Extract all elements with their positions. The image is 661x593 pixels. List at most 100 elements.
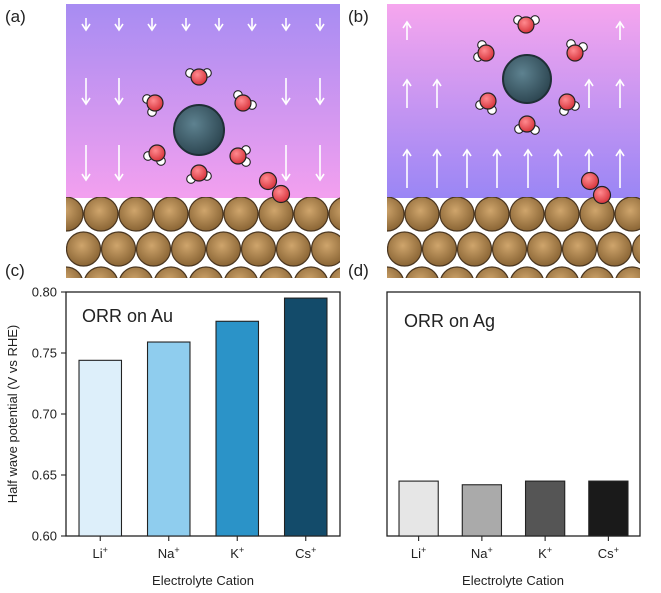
cation — [502, 54, 552, 104]
metal-surface-a — [66, 197, 340, 278]
plot-frame-d — [386, 291, 641, 537]
oxygen-molecule — [580, 171, 612, 205]
field-arrow — [181, 18, 191, 32]
field-arrow — [81, 78, 91, 106]
field-arrow — [114, 78, 124, 106]
chart-c: ORR on Au Half wave potential (V vs RHE)… — [5, 285, 341, 588]
x-tick-label: Cs+ — [295, 545, 316, 561]
bars-c — [78, 297, 328, 537]
surface-atom — [154, 266, 188, 278]
surface-atom — [615, 266, 640, 278]
bar-na — [461, 484, 503, 537]
surface-atom — [491, 231, 528, 267]
field-arrow — [247, 18, 257, 32]
field-arrow — [492, 148, 502, 188]
metal-surface-b — [387, 197, 661, 301]
surface-atom — [440, 266, 474, 278]
surface-atom — [223, 197, 259, 232]
surface-atom — [510, 266, 544, 278]
y-tick-label: 0.65 — [32, 468, 57, 483]
surface-atom — [66, 231, 102, 267]
panel-label-a: (a) — [5, 7, 26, 26]
surface-atom — [580, 266, 614, 278]
surface-atom — [421, 231, 458, 267]
surface-atom — [387, 197, 405, 232]
solvated-cation-a — [142, 68, 291, 204]
surface-atom — [631, 234, 640, 264]
field-arrows-b — [402, 20, 625, 188]
bar-cs — [283, 297, 328, 537]
surface-atom — [275, 231, 312, 267]
field-arrow — [315, 18, 325, 32]
surface-atom — [439, 197, 475, 232]
water-molecule — [514, 115, 540, 135]
bar-li — [398, 480, 439, 537]
water-molecule — [566, 39, 588, 62]
field-background-b — [387, 4, 640, 198]
surface-atom — [650, 197, 661, 231]
surface-atom — [526, 231, 563, 267]
surface-atom — [614, 197, 640, 232]
oxygen-molecule — [258, 171, 291, 204]
y-ticks-c: 0.60 0.65 0.70 0.75 0.80 — [32, 285, 66, 544]
water-molecule — [185, 68, 212, 86]
panel-label-b: (b) — [348, 7, 369, 26]
x-tick-label: K+ — [230, 545, 244, 561]
y-tick-label: 0.60 — [32, 529, 57, 544]
water-molecule — [475, 92, 497, 115]
x-tick-label: Na+ — [471, 545, 493, 561]
surface-atom — [387, 231, 423, 267]
bars-d — [398, 480, 629, 537]
field-arrow — [114, 145, 124, 182]
surface-atom — [474, 197, 510, 232]
x-tick-label: Li+ — [93, 545, 108, 561]
field-arrow — [315, 145, 325, 182]
water-molecule — [229, 145, 251, 167]
chart-title-d: ORR on Ag — [404, 311, 495, 331]
surface-atom — [579, 197, 615, 232]
field-arrow — [114, 18, 124, 32]
water-molecule — [142, 94, 164, 117]
field-arrow — [402, 78, 412, 108]
panel-label-c: (c) — [5, 261, 25, 280]
field-arrow — [315, 78, 325, 106]
x-axis-label-d: Electrolyte Cation — [462, 573, 564, 588]
field-arrows-a — [81, 18, 325, 182]
x-ticks-c: Li+ Na+ K+ Cs+ — [93, 536, 316, 561]
water-molecule — [558, 93, 580, 116]
field-arrow — [81, 18, 91, 32]
surface-atom — [509, 197, 545, 232]
surface-atom — [84, 266, 118, 278]
surface-atom — [456, 231, 493, 267]
bar-li — [78, 359, 123, 537]
x-tick-label: K+ — [538, 545, 552, 561]
surface-atom — [189, 266, 223, 278]
surface-atom — [188, 197, 224, 232]
water-molecule — [186, 164, 212, 184]
x-axis-label-c: Electrolyte Cation — [152, 573, 254, 588]
field-arrow — [615, 148, 625, 188]
bar-k — [215, 320, 260, 537]
surface-atom — [405, 266, 439, 278]
surface-atom — [66, 197, 84, 232]
surface-atom — [561, 231, 598, 267]
surface-atom — [259, 266, 293, 278]
chart-d: ORR on Ag Electrolyte Cation Li+ Na+ K+ Cs+ — [386, 291, 641, 588]
surface-atom — [387, 266, 404, 278]
field-arrow — [147, 18, 157, 32]
field-arrow — [402, 148, 412, 188]
y-tick-label: 0.80 — [32, 285, 57, 300]
surface-atom — [650, 267, 661, 301]
field-arrow — [214, 18, 224, 32]
surface-atom — [475, 266, 509, 278]
surface-atom — [545, 266, 579, 278]
surface-atom — [66, 266, 83, 278]
surface-atom — [596, 231, 633, 267]
surface-atom — [293, 197, 329, 232]
field-arrow — [553, 148, 563, 188]
surface-atom — [544, 197, 580, 232]
field-arrow — [584, 78, 594, 108]
field-arrow — [81, 145, 91, 182]
field-arrow — [432, 78, 442, 108]
